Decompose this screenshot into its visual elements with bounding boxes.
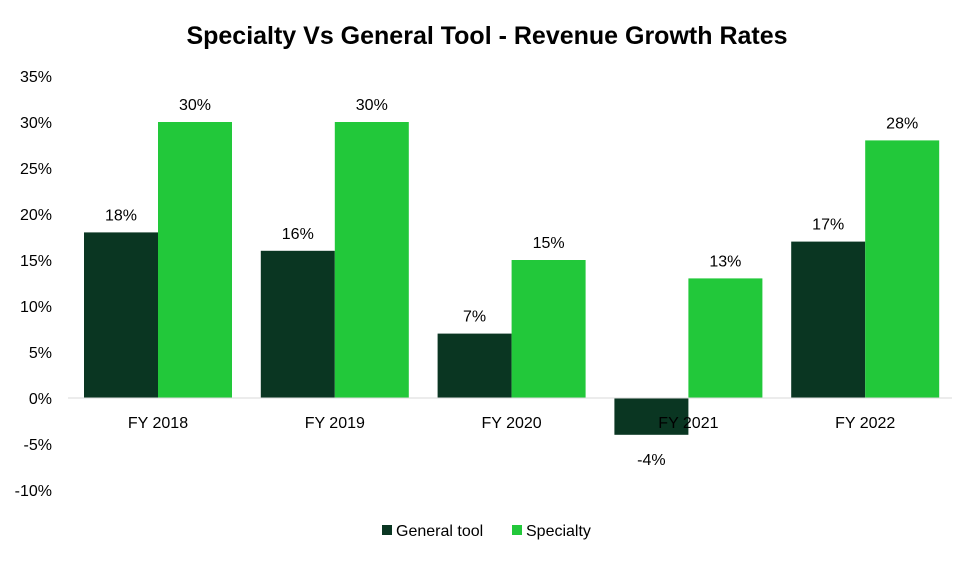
data-label: -4% (637, 452, 665, 469)
y-tick-label: 0% (29, 391, 52, 408)
y-tick-label: 30% (20, 115, 52, 132)
category-label: FY 2022 (835, 415, 895, 432)
data-label: 28% (886, 115, 918, 132)
chart-title: Specialty Vs General Tool - Revenue Grow… (186, 22, 787, 50)
bars (84, 122, 940, 435)
bar-general-tool-3 (614, 398, 689, 435)
y-tick-label: 5% (29, 345, 52, 362)
category-label: FY 2020 (481, 415, 541, 432)
category-label: FY 2018 (128, 415, 188, 432)
bar-specialty-4 (865, 140, 940, 398)
y-axis: 35% 30% 25% 20% 15% 10% 5% 0% -5% -10% (15, 69, 52, 500)
legend-label: General tool (396, 523, 483, 540)
bar-general-tool-1 (260, 250, 335, 398)
category-labels: FY 2018 FY 2019 FY 2020 FY 2021 FY 2022 (128, 415, 895, 432)
data-label: 7% (463, 309, 486, 326)
y-tick-label: 20% (20, 207, 52, 224)
bar-specialty-2 (511, 260, 586, 398)
data-label: 18% (105, 207, 137, 224)
legend: General tool Specialty (382, 523, 591, 540)
y-tick-label: -5% (24, 437, 52, 454)
data-label: 15% (533, 235, 565, 252)
y-tick-label: -10% (15, 483, 52, 500)
bar-specialty-0 (158, 122, 232, 398)
bar-specialty-3 (688, 278, 763, 398)
legend-swatch (382, 525, 392, 535)
bar-general-tool-0 (84, 232, 158, 398)
data-label: 13% (709, 253, 741, 270)
bar-specialty-1 (334, 122, 409, 398)
category-label: FY 2021 (658, 415, 718, 432)
data-labels: 18% 16% 7% -4% 17% 30% 30% 15% 13% 28% (105, 97, 918, 469)
legend-label: Specialty (526, 523, 591, 540)
y-tick-label: 10% (20, 299, 52, 316)
legend-swatch (512, 525, 522, 535)
y-tick-label: 35% (20, 69, 52, 86)
data-label: 16% (282, 226, 314, 243)
data-label: 17% (812, 217, 844, 234)
data-label: 30% (179, 97, 211, 114)
bar-general-tool-4 (791, 241, 866, 398)
bar-general-tool-2 (437, 333, 512, 398)
y-tick-label: 25% (20, 161, 52, 178)
category-label: FY 2019 (305, 415, 365, 432)
data-label: 30% (356, 97, 388, 114)
y-tick-label: 15% (20, 253, 52, 270)
